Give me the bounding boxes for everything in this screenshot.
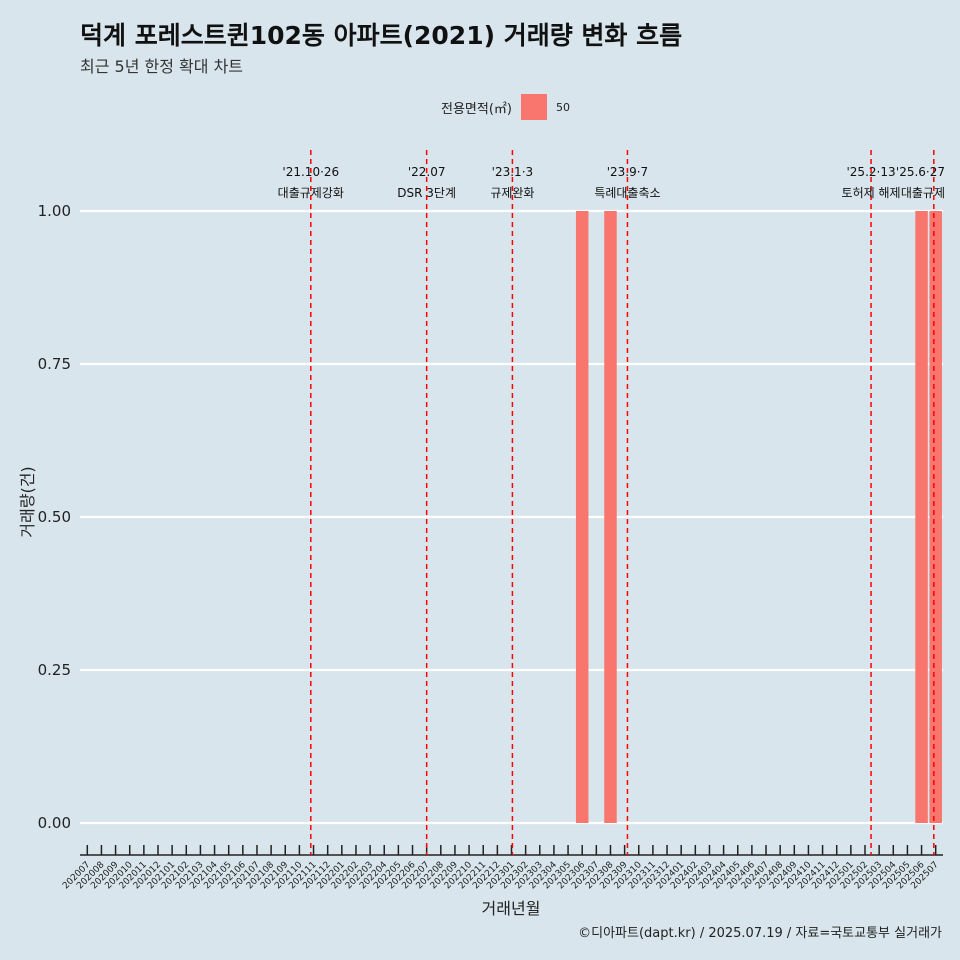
event-date-label: '21.10·26 — [282, 165, 339, 179]
legend-label-50: 50 — [555, 100, 570, 114]
bar — [575, 211, 589, 823]
legend: 전용면적(㎡) 50 — [441, 94, 570, 120]
event-date-label: '23.9·7 — [607, 165, 648, 179]
y-axis-title: 거래량(건) — [18, 466, 37, 537]
source-caption: ©디아파트(dapt.kr) / 2025.07.19 / 자료=국토교통부 실… — [578, 926, 942, 941]
legend-title: 전용면적(㎡) — [441, 101, 512, 117]
event-date-label: '25.6·27 — [896, 165, 945, 179]
event-name-label: 대출규제강화 — [278, 186, 344, 200]
event-date-label: '23.1·3 — [492, 165, 533, 179]
event-name-label: 토허제 해제 — [842, 186, 901, 200]
chart-title: 덕계 포레스트퀸102동 아파트(2021) 거래량 변화 흐름 — [80, 21, 683, 50]
event-date-label: '25.2·13 — [847, 165, 896, 179]
event-name-label: 특례대출축소 — [594, 186, 660, 200]
bar — [604, 211, 617, 823]
event-name-label: 규제완화 — [490, 186, 534, 200]
event-date-label: '22.07 — [408, 165, 446, 179]
y-tick-label: 0.00 — [38, 814, 71, 832]
legend-swatch-50 — [520, 94, 547, 120]
event-name-label: 대출규제 — [901, 186, 945, 200]
y-tick-label: 1.00 — [38, 202, 71, 220]
x-axis-title: 거래년월 — [482, 899, 541, 918]
chart-subtitle: 최근 5년 한정 확대 차트 — [80, 57, 244, 76]
y-tick-label: 0.25 — [38, 661, 71, 679]
event-name-label: DSR 3단계 — [397, 186, 456, 200]
bar — [915, 211, 928, 823]
y-tick-label: 0.50 — [38, 508, 71, 526]
y-tick-label: 0.75 — [38, 355, 71, 373]
bar — [929, 211, 942, 823]
